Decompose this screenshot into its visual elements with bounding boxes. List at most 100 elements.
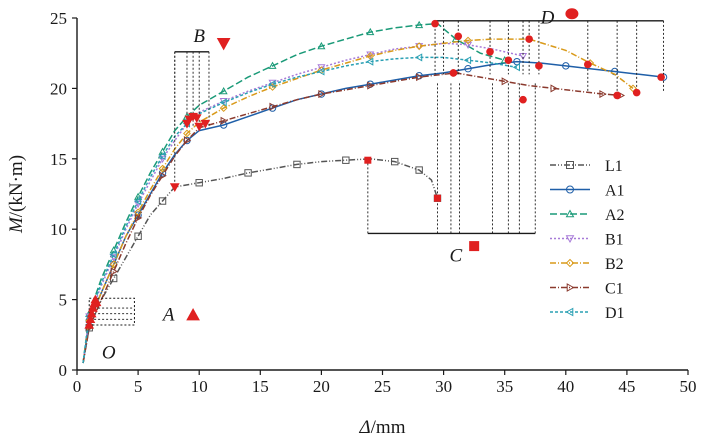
series-point-A2 (366, 27, 375, 36)
series-point-D1 (158, 151, 166, 161)
series-line-B1 (82, 42, 524, 364)
x-tick-label: 30 (435, 377, 452, 396)
x-tick-label: 35 (496, 377, 513, 396)
series-point-C1 (550, 84, 558, 93)
series-L1 (82, 156, 442, 364)
annotation-D: D (431, 8, 665, 104)
x-tick-label: 20 (313, 377, 330, 396)
x-axis-title: Δ/mm (359, 417, 406, 437)
series-layer (82, 20, 668, 364)
series-point-C1 (220, 116, 228, 125)
x-tick-label: 15 (252, 377, 269, 396)
series-point-C1 (501, 77, 509, 86)
series-point-B2 (464, 36, 472, 45)
series-point-C1 (159, 171, 167, 180)
annotation-point-D (486, 47, 494, 56)
annotation-C: C (364, 81, 536, 267)
series-point-B2 (134, 208, 143, 217)
legend-label-B2: B2 (605, 256, 624, 273)
annotation-key-A (186, 308, 200, 321)
series-point-L1 (391, 157, 399, 166)
series-point-C1 (318, 89, 326, 99)
legend-marker-C1 (566, 283, 575, 292)
annotation-point-D (632, 88, 641, 97)
series-point-A2 (415, 20, 424, 29)
series-point-C1 (183, 136, 192, 145)
annotation-point-D (657, 73, 665, 81)
x-tick-label: 10 (191, 377, 208, 396)
legend-label-L1: L1 (605, 158, 623, 175)
series-point-B2 (629, 84, 637, 93)
series-point-A2 (268, 61, 277, 69)
legend-marker-L1 (566, 161, 574, 169)
legend-label-B1: B1 (605, 232, 624, 249)
legend-label-D1: D1 (605, 305, 625, 322)
series-point-C1 (416, 73, 424, 82)
annotation-point-C (433, 194, 441, 202)
series-point-D1 (366, 57, 374, 66)
y-tick-label: 15 (50, 150, 67, 169)
series-point-L1 (342, 156, 350, 164)
series-point-D1 (219, 98, 227, 107)
annotation-point-D (519, 95, 527, 104)
annotation-point-B (194, 122, 205, 132)
series-line-L1 (82, 158, 439, 364)
series-point-D1 (463, 56, 472, 65)
annotation-point-D (504, 56, 513, 65)
annotation-point-B (191, 114, 202, 123)
annotation-layer: A B C D O (84, 8, 665, 364)
series-point-B2 (109, 260, 118, 269)
annotation-B: B (169, 26, 231, 192)
annotation-key-D (565, 8, 579, 20)
y-axis-unit: /(kN·m) (6, 155, 27, 217)
legend: L1 A1 A2 B1 B2 C1 D1 (550, 158, 625, 322)
series-point-C1 (367, 81, 375, 90)
series-point-D1 (133, 196, 142, 206)
series-point-B2 (183, 129, 191, 138)
y-tick-label: 0 (59, 361, 68, 380)
x-tick-label: 0 (73, 377, 82, 396)
annotation-point-D (454, 32, 463, 41)
annotation-key-B (216, 38, 231, 51)
legend-marker-A2 (565, 209, 575, 218)
series-point-B2 (366, 52, 375, 60)
y-axis-title: M/(kN·m) (6, 155, 27, 234)
annotation-point-A (88, 303, 98, 312)
annotation-point-D (431, 19, 439, 28)
legend-marker-B2 (565, 258, 575, 268)
series-point-D1 (317, 67, 325, 76)
series-line-D1 (82, 56, 518, 364)
series-point-L1 (195, 179, 203, 187)
legend-marker-B1 (565, 235, 575, 244)
legend-marker-A1 (566, 185, 574, 194)
origin-label: O (102, 343, 116, 364)
series-point-C1 (135, 213, 143, 222)
series-point-A1 (513, 57, 521, 66)
x-axis-symbol: Δ (359, 417, 371, 437)
y-tick-label: 10 (50, 220, 67, 239)
annotation-label-C: C (449, 246, 462, 267)
annotation-point-D (535, 62, 543, 70)
x-tick-label: 5 (134, 377, 143, 396)
annotation-point-A (91, 297, 102, 307)
series-point-D1 (268, 80, 276, 89)
x-tick-label: 25 (374, 377, 391, 396)
y-tick-label: 20 (50, 79, 67, 98)
series-point-B2 (415, 42, 424, 51)
series-line-C1 (82, 72, 621, 364)
annotation-label-A: A (161, 305, 175, 326)
series-point-C1 (269, 102, 277, 111)
annotation-point-D (613, 91, 621, 100)
annotation-A: A (84, 294, 200, 329)
series-point-L1 (134, 232, 142, 240)
series-point-A2 (317, 41, 326, 50)
series-point-B2 (219, 104, 228, 113)
annotation-point-A (85, 314, 96, 324)
series-B1 (82, 41, 528, 364)
series-point-C1 (599, 89, 607, 99)
annotation-label-B: B (193, 26, 205, 47)
annotation-point-B (200, 119, 211, 129)
y-tick-label: 25 (50, 9, 67, 28)
series-point-L1 (244, 169, 252, 177)
